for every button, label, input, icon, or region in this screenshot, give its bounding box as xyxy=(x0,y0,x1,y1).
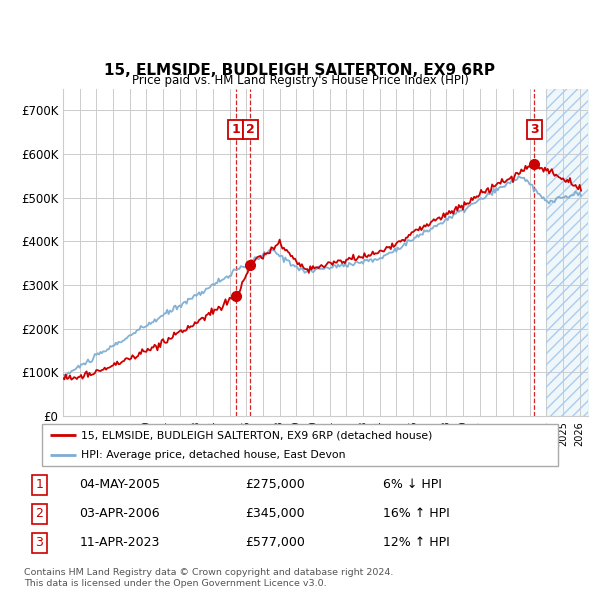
Text: 3: 3 xyxy=(35,536,43,549)
Text: £345,000: £345,000 xyxy=(245,507,304,520)
Text: 15, ELMSIDE, BUDLEIGH SALTERTON, EX9 6RP: 15, ELMSIDE, BUDLEIGH SALTERTON, EX9 6RP xyxy=(104,63,496,78)
Text: 15, ELMSIDE, BUDLEIGH SALTERTON, EX9 6RP (detached house): 15, ELMSIDE, BUDLEIGH SALTERTON, EX9 6RP… xyxy=(80,430,432,440)
Text: 1: 1 xyxy=(35,478,43,491)
Text: Price paid vs. HM Land Registry's House Price Index (HPI): Price paid vs. HM Land Registry's House … xyxy=(131,74,469,87)
Text: 03-APR-2006: 03-APR-2006 xyxy=(79,507,160,520)
Text: 6% ↓ HPI: 6% ↓ HPI xyxy=(383,478,442,491)
Text: 2: 2 xyxy=(35,507,43,520)
Text: 2: 2 xyxy=(246,123,255,136)
Text: £577,000: £577,000 xyxy=(245,536,305,549)
Text: £275,000: £275,000 xyxy=(245,478,305,491)
Text: 11-APR-2023: 11-APR-2023 xyxy=(79,536,160,549)
Text: 3: 3 xyxy=(530,123,539,136)
Text: 12% ↑ HPI: 12% ↑ HPI xyxy=(383,536,449,549)
Bar xyxy=(547,88,588,416)
FancyBboxPatch shape xyxy=(42,424,558,466)
Text: 1: 1 xyxy=(232,123,240,136)
Text: 04-MAY-2005: 04-MAY-2005 xyxy=(79,478,160,491)
Text: Contains HM Land Registry data © Crown copyright and database right 2024.
This d: Contains HM Land Registry data © Crown c… xyxy=(24,568,394,588)
Text: HPI: Average price, detached house, East Devon: HPI: Average price, detached house, East… xyxy=(80,451,345,460)
Text: 16% ↑ HPI: 16% ↑ HPI xyxy=(383,507,449,520)
